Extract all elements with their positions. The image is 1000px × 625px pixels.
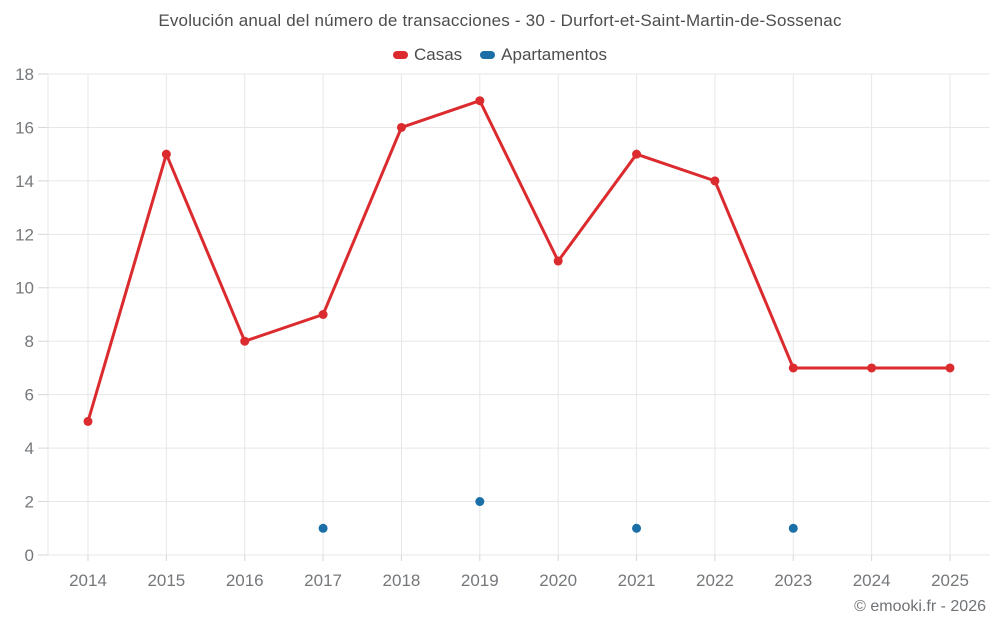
x-axis-label-2015: 2015 <box>147 571 185 590</box>
casas-point-2015 <box>161 149 171 159</box>
casas-point-2025 <box>945 363 955 373</box>
y-axis-label-6: 6 <box>25 386 34 405</box>
apartamentos-point-2019 <box>475 497 485 507</box>
x-axis-label-2023: 2023 <box>774 571 812 590</box>
y-axis-label-8: 8 <box>25 332 34 351</box>
legend: Casas Apartamentos <box>0 45 1000 65</box>
y-axis-label-4: 4 <box>25 439 34 458</box>
casas-point-2024 <box>867 363 877 373</box>
casas-legend-label: Casas <box>413 45 463 64</box>
casas-series-swatch-icon <box>392 51 408 59</box>
apartamentos-legend-label: Apartamentos <box>501 45 608 64</box>
x-axis-label-2018: 2018 <box>383 571 421 590</box>
casas-point-2019 <box>475 96 485 106</box>
y-axis-label-0: 0 <box>25 546 34 565</box>
apartamentos-point-2023 <box>788 523 798 533</box>
apartamentos-point-2017 <box>318 523 328 533</box>
x-axis-label-2019: 2019 <box>461 571 499 590</box>
casas-point-2022 <box>710 176 720 186</box>
y-axis-label-18: 18 <box>15 65 34 84</box>
chart-title: Evolución anual del número de transaccio… <box>158 11 842 30</box>
casas-point-2020 <box>553 256 563 266</box>
x-axis-label-2014: 2014 <box>69 571 107 590</box>
y-axis-label-12: 12 <box>15 225 34 244</box>
casas-point-2016 <box>240 336 250 346</box>
y-axis-label-16: 16 <box>15 118 34 137</box>
copyright-text: © emooki.fr - 2026 <box>854 598 986 615</box>
y-axis-label-10: 10 <box>15 279 34 298</box>
x-axis-label-2017: 2017 <box>304 571 342 590</box>
casas-point-2018 <box>396 122 406 132</box>
x-axis-label-2024: 2024 <box>853 571 891 590</box>
x-axis-label-2025: 2025 <box>931 571 969 590</box>
x-axis-label-2020: 2020 <box>539 571 577 590</box>
casas-point-2017 <box>318 310 328 319</box>
casas-point-2014 <box>83 416 93 426</box>
casas-point-2023 <box>788 363 798 373</box>
apartamentos-series-swatch-icon <box>480 51 496 59</box>
y-axis-label-14: 14 <box>15 172 34 191</box>
casas-line <box>86 99 952 423</box>
legend-item-apartamentos[interactable]: Apartamentos <box>480 45 607 65</box>
x-axis-label-2022: 2022 <box>696 571 734 590</box>
apartamentos-point-2021 <box>632 523 642 533</box>
x-axis-label-2021: 2021 <box>618 571 656 590</box>
y-axis-label-2: 2 <box>25 493 34 512</box>
x-axis-label-2016: 2016 <box>226 571 264 590</box>
legend-item-casas[interactable]: Casas <box>392 45 463 65</box>
casas-point-2021 <box>632 149 642 159</box>
